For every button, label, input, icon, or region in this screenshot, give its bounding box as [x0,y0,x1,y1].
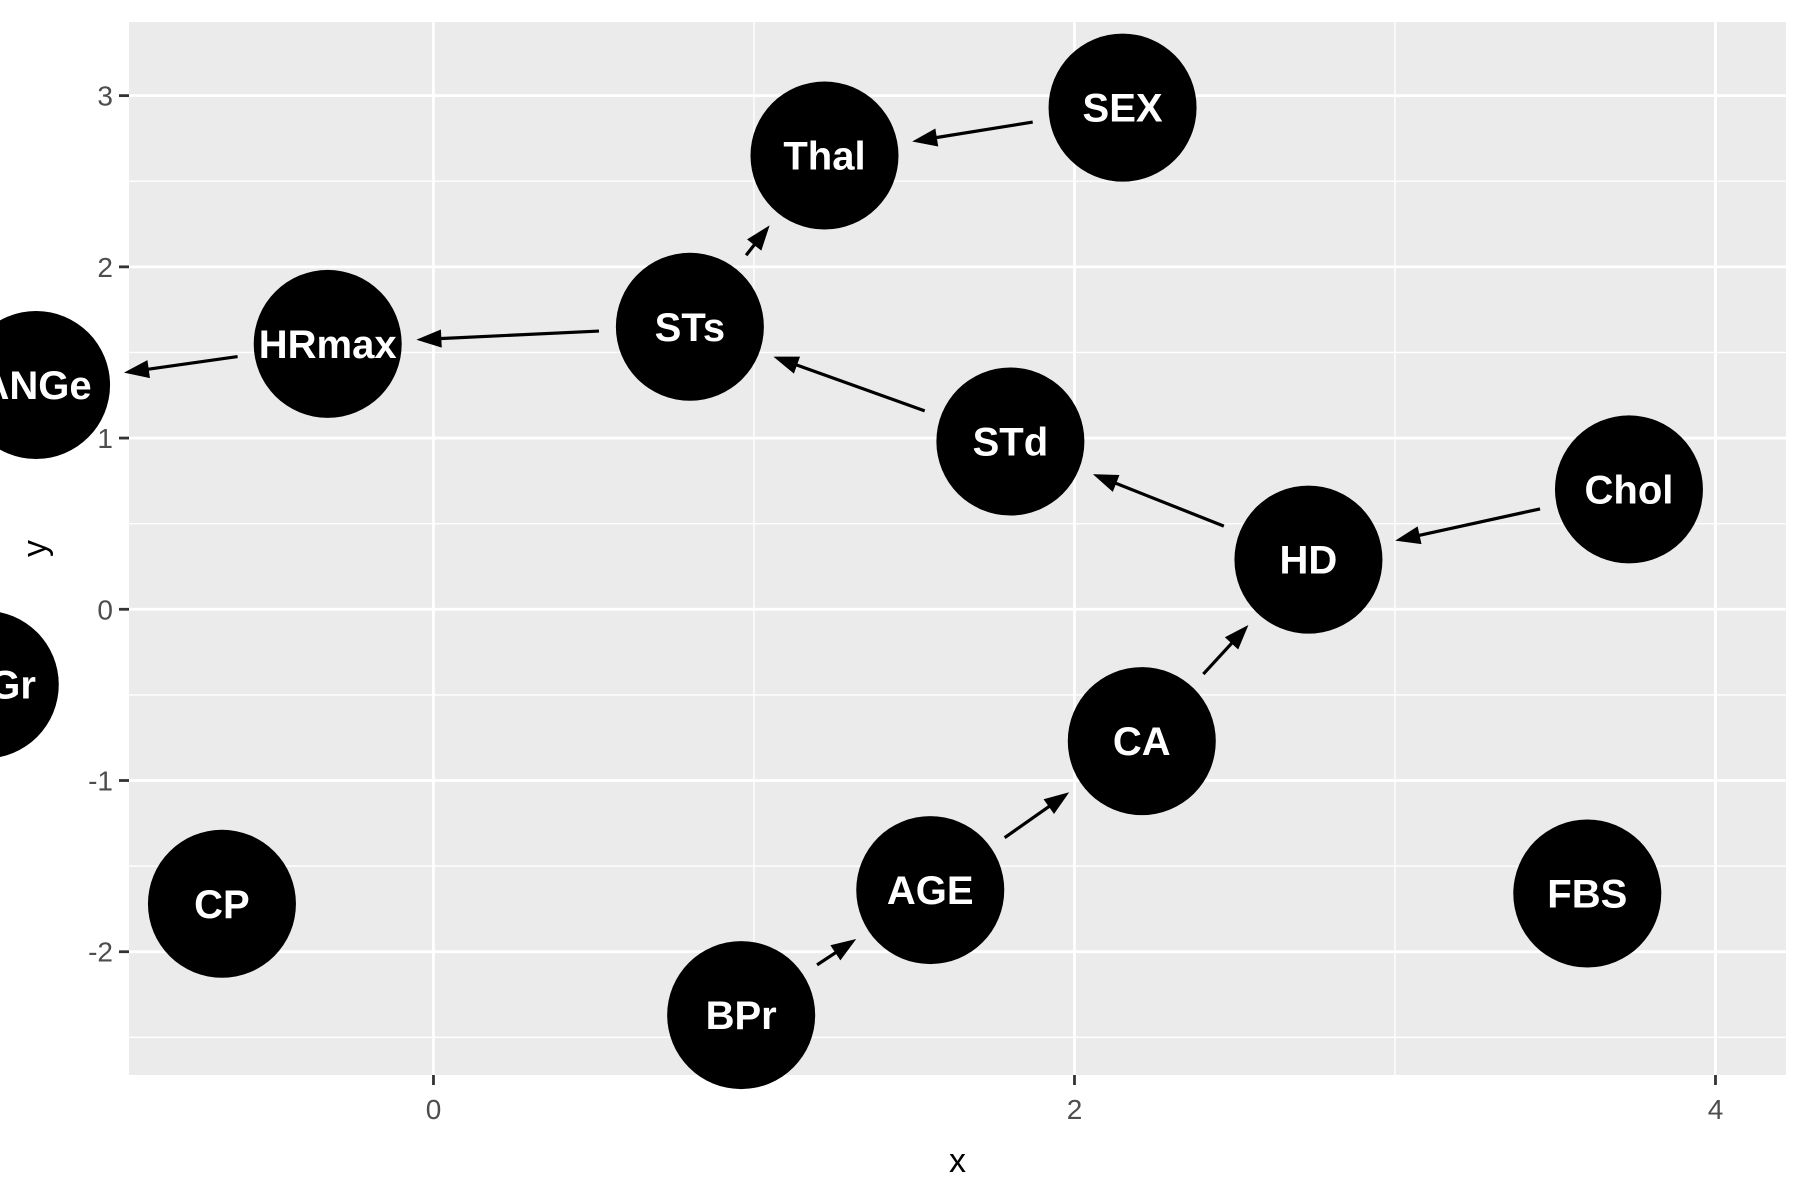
y-tick-label: -2 [88,937,113,968]
node-label: Thal [783,135,865,179]
node-label: CA [1113,720,1171,764]
y-tick-label: 1 [97,423,113,454]
node-ECGr: ECGr [0,612,59,758]
node-label: AGE [887,869,974,913]
edge-AGE-to-CA [1003,792,1070,839]
node-circle [1067,667,1216,816]
node-circle [147,829,296,978]
edge-SEX-to-Thal [912,120,1033,147]
node-circle [856,816,1005,965]
node-label: BPr [706,994,777,1038]
node-Chol: Chol [1554,415,1703,564]
node-FBS: FBS [1513,819,1662,968]
node-circle [1234,485,1383,634]
node-STs: STs [615,252,764,401]
node-circle [1554,415,1703,564]
edges [123,120,1541,967]
node-label: Chol [1585,468,1674,512]
x-axis-title: x [949,1142,966,1180]
nodes: SEX Thal STs HRmax ANGe STd HD Chol ECGr CA AGE CP F… [0,33,1703,1090]
node-label: HRmax [259,323,397,367]
node-circle [615,252,764,401]
x-tick-label: 0 [426,1094,442,1125]
node-label: ECGr [0,664,36,708]
node-SEX: SEX [1048,33,1197,182]
edge-HD-to-STd [1092,474,1225,528]
edge-STs-to-Thal [744,225,770,257]
node-label: ANGe [0,364,92,408]
edge-CA-to-HD [1202,625,1249,676]
node-label: STd [973,420,1049,464]
edge-STs-to-HRmax [416,329,600,348]
node-circle [1513,819,1662,968]
edge-Chol-to-HD [1395,507,1541,545]
node-ANGe: ANGe [0,311,111,459]
axis-ticks: 0 2 4 -2 -1 0 1 2 3 [88,81,1723,1125]
y-axis-title: y [16,540,54,557]
node-CA: CA [1067,667,1216,816]
node-STd: STd [936,367,1085,516]
edge-HRmax-to-ANGe [123,355,238,379]
node-HD: HD [1234,485,1383,634]
node-circle [0,311,111,459]
node-circle [253,269,402,418]
node-label: CP [194,883,250,927]
node-label: HD [1280,539,1338,583]
y-tick-label: -1 [88,766,113,797]
node-Thal: Thal [750,81,899,230]
node-circle [667,941,816,1090]
node-circle [1048,33,1197,182]
edge-STd-to-STs [773,356,926,413]
node-circle [936,367,1085,516]
node-label: SEX [1083,87,1163,131]
node-BPr: BPr [667,941,816,1090]
node-label: STs [655,306,725,350]
x-tick-label: 2 [1067,1094,1083,1125]
y-tick-label: 2 [97,252,113,283]
node-circle [750,81,899,230]
node-circle [0,612,59,758]
y-tick-label: 3 [97,81,113,112]
node-HRmax: HRmax [253,269,402,418]
node-CP: CP [147,829,296,978]
edge-BPr-to-AGE [816,939,857,967]
y-tick-label: 0 [97,594,113,625]
node-label: FBS [1547,873,1627,917]
x-tick-label: 4 [1708,1094,1724,1125]
node-AGE: AGE [856,816,1005,965]
